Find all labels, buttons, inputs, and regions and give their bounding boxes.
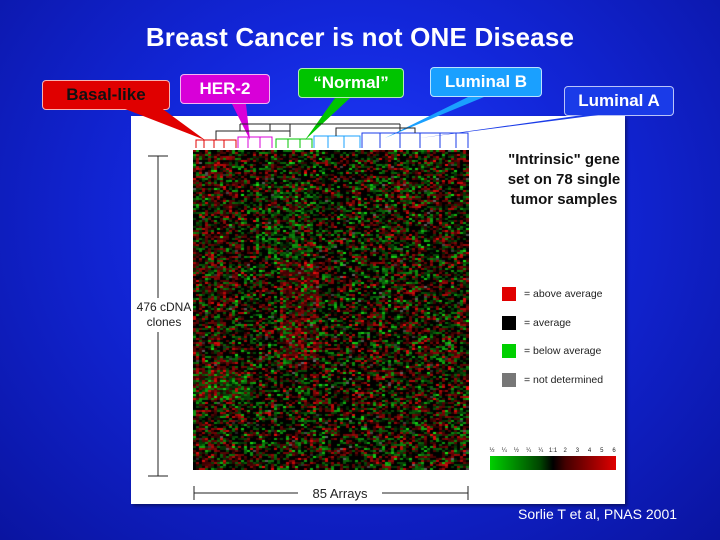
callout-basal-like: Basal-like: [42, 80, 170, 110]
callout-her2: HER-2: [180, 74, 270, 104]
legend-label: = below average: [524, 345, 602, 357]
legend-label: = above average: [524, 288, 603, 300]
legend-swatch-black: [502, 316, 516, 330]
legend-label: = not determined: [524, 374, 604, 386]
legend-swatch-red: [502, 287, 516, 301]
row-label: 476 cDNA clones: [136, 300, 192, 330]
gene-set-caption: "Intrinsic" gene set on 78 single tumor …: [507, 151, 621, 208]
legend-label: = average: [524, 317, 571, 329]
row-label-line2: clones: [146, 315, 182, 329]
legend-swatch-gray: [502, 373, 516, 387]
callout-luminal-a: Luminal A: [564, 86, 674, 116]
row-label-line1: 476 cDNA: [136, 300, 192, 314]
legend-average: = average: [502, 316, 571, 330]
color-scale-bar: [490, 456, 616, 470]
legend-below-average: = below average: [502, 344, 601, 358]
legend-swatch-green: [502, 344, 516, 358]
legend-above-average: = above average: [502, 287, 603, 301]
callout-normal: “Normal”: [298, 68, 404, 98]
legend-not-determined: = not determined: [502, 373, 603, 387]
column-label: 85 Arrays: [300, 486, 380, 501]
callout-luminal-b: Luminal B: [430, 67, 542, 97]
citation: Sorlie T et al, PNAS 2001: [518, 506, 678, 522]
slide-title: Breast Cancer is not ONE Disease: [145, 22, 575, 52]
expression-heatmap: [193, 150, 469, 470]
